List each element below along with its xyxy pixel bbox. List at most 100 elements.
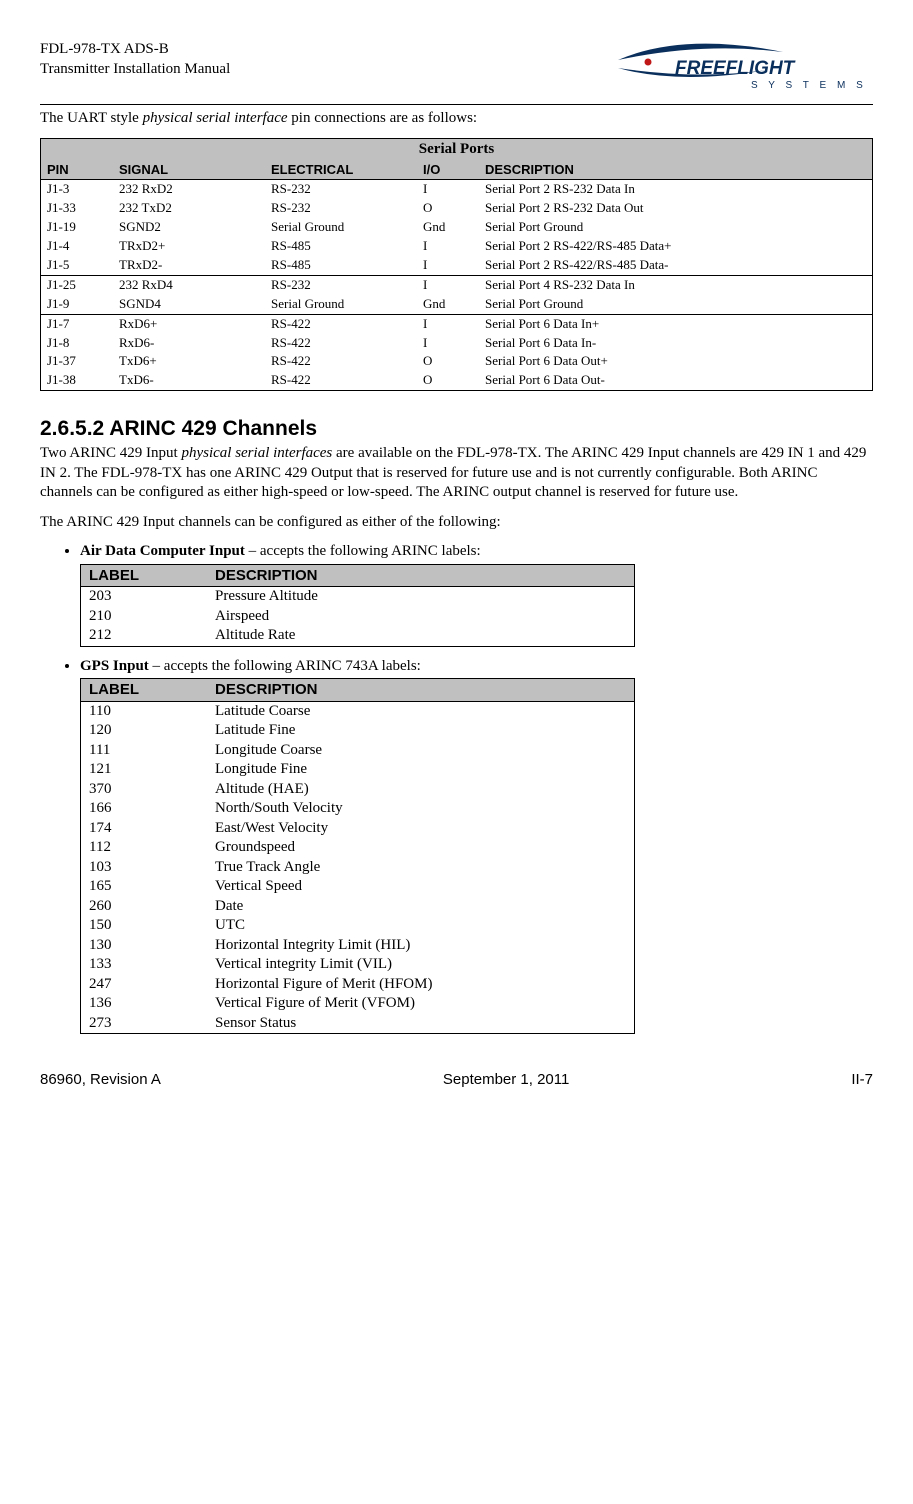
table-row: J1-3232 RxD2RS-232ISerial Port 2 RS-232 … xyxy=(41,180,873,199)
cell-description: Longitude Fine xyxy=(207,760,635,780)
cell-label: 133 xyxy=(81,955,208,975)
cell: J1-25 xyxy=(41,275,114,294)
footer-left: 86960, Revision A xyxy=(40,1070,161,1090)
cell: J1-33 xyxy=(41,199,114,218)
cell-label: 370 xyxy=(81,780,208,800)
table-row: 112Groundspeed xyxy=(81,838,635,858)
cell: O xyxy=(417,352,479,371)
cell-label: 110 xyxy=(81,701,208,721)
table-row: 165Vertical Speed xyxy=(81,877,635,897)
cell-description: Groundspeed xyxy=(207,838,635,858)
cell-label: 174 xyxy=(81,819,208,839)
table-row: J1-8RxD6-RS-422ISerial Port 6 Data In- xyxy=(41,334,873,353)
cell: 232 RxD2 xyxy=(113,180,265,199)
cell: RS-422 xyxy=(265,352,417,371)
footer-right: II-7 xyxy=(851,1070,873,1090)
table-row: 247Horizontal Figure of Merit (HFOM) xyxy=(81,975,635,995)
gps-lead: GPS Input – accepts the following ARINC … xyxy=(80,658,421,674)
cell: Serial Port Ground xyxy=(479,218,873,237)
cell-description: Date xyxy=(207,897,635,917)
cell: Serial Port 2 RS-232 Data In xyxy=(479,180,873,199)
cell: RS-485 xyxy=(265,237,417,256)
cell: I xyxy=(417,256,479,275)
cell: J1-9 xyxy=(41,295,114,314)
table-header-row: LABEL DESCRIPTION xyxy=(81,564,635,587)
cell-description: Latitude Coarse xyxy=(207,701,635,721)
section-title: ARINC 429 Channels xyxy=(109,417,317,440)
cell: Serial Port 2 RS-422/RS-485 Data- xyxy=(479,256,873,275)
cell-description: True Track Angle xyxy=(207,858,635,878)
table-row: 212Altitude Rate xyxy=(81,626,635,646)
table-header-row: PIN SIGNAL ELECTRICAL I/O DESCRIPTION xyxy=(41,161,873,180)
cell: I xyxy=(417,180,479,199)
cell-label: 121 xyxy=(81,760,208,780)
cell-label: 203 xyxy=(81,587,208,607)
table-row: 166North/South Velocity xyxy=(81,799,635,819)
section-para-1: Two ARINC 429 Input physical serial inte… xyxy=(40,444,873,503)
cell: TxD6+ xyxy=(113,352,265,371)
air-data-bold: Air Data Computer Input xyxy=(80,543,245,559)
table-row: J1-5TRxD2-RS-485ISerial Port 2 RS-422/RS… xyxy=(41,256,873,275)
cell: RS-232 xyxy=(265,180,417,199)
doc-title: Transmitter Installation Manual xyxy=(40,60,230,80)
cell: J1-5 xyxy=(41,256,114,275)
table-row: 130Horizontal Integrity Limit (HIL) xyxy=(81,936,635,956)
cell: Serial Port 2 RS-232 Data Out xyxy=(479,199,873,218)
cell-label: 150 xyxy=(81,916,208,936)
table-row: J1-7RxD6+RS-422ISerial Port 6 Data In+ xyxy=(41,314,873,333)
cell-description: Horizontal Integrity Limit (HIL) xyxy=(207,936,635,956)
cell-label: 247 xyxy=(81,975,208,995)
cell: TRxD2+ xyxy=(113,237,265,256)
gps-rest: – accepts the following ARINC 743A label… xyxy=(149,658,421,674)
cell: Serial Port 2 RS-422/RS-485 Data+ xyxy=(479,237,873,256)
cell: Serial Port 6 Data In+ xyxy=(479,314,873,333)
logo-text-upper: FREEFLIGHT xyxy=(675,58,796,79)
table-row: J1-9SGND4Serial GroundGndSerial Port Gro… xyxy=(41,295,873,314)
table-row: 260Date xyxy=(81,897,635,917)
cell: Serial Port 6 Data Out- xyxy=(479,371,873,390)
table-row: 210Airspeed xyxy=(81,607,635,627)
cell-description: Vertical Speed xyxy=(207,877,635,897)
table-row: 121Longitude Fine xyxy=(81,760,635,780)
serial-ports-table: Serial Ports PIN SIGNAL ELECTRICAL I/O D… xyxy=(40,138,873,391)
col-label: LABEL xyxy=(81,564,208,587)
cell: 232 TxD2 xyxy=(113,199,265,218)
cell-description: Latitude Fine xyxy=(207,721,635,741)
footer-center: September 1, 2011 xyxy=(443,1070,569,1090)
cell-description: Horizontal Figure of Merit (HFOM) xyxy=(207,975,635,995)
cell: 232 RxD4 xyxy=(113,275,265,294)
cell: TRxD2- xyxy=(113,256,265,275)
table-row: J1-38TxD6-RS-422OSerial Port 6 Data Out- xyxy=(41,371,873,390)
cell: J1-38 xyxy=(41,371,114,390)
table-row: J1-25232 RxD4RS-232ISerial Port 4 RS-232… xyxy=(41,275,873,294)
table-row: J1-37TxD6+RS-422OSerial Port 6 Data Out+ xyxy=(41,352,873,371)
col-pin: PIN xyxy=(41,161,114,180)
cell-label: 165 xyxy=(81,877,208,897)
cell-label: 130 xyxy=(81,936,208,956)
col-electrical: ELECTRICAL xyxy=(265,161,417,180)
table-row: 120Latitude Fine xyxy=(81,721,635,741)
col-signal: SIGNAL xyxy=(113,161,265,180)
serial-ports-title: Serial Ports xyxy=(41,139,873,161)
cell: J1-19 xyxy=(41,218,114,237)
cell: O xyxy=(417,371,479,390)
table-row: J1-19SGND2Serial GroundGndSerial Port Gr… xyxy=(41,218,873,237)
cell: RS-232 xyxy=(265,275,417,294)
cell-description: East/West Velocity xyxy=(207,819,635,839)
cell-label: 212 xyxy=(81,626,208,646)
cell-description: Sensor Status xyxy=(207,1014,635,1034)
cell: Serial Port Ground xyxy=(479,295,873,314)
cell: RS-422 xyxy=(265,334,417,353)
cell: Serial Ground xyxy=(265,295,417,314)
table-row: 370Altitude (HAE) xyxy=(81,780,635,800)
header-divider xyxy=(40,104,873,105)
cell: I xyxy=(417,237,479,256)
cell-description: Pressure Altitude xyxy=(207,587,635,607)
list-item: Air Data Computer Input – accepts the fo… xyxy=(80,542,873,647)
cell: J1-3 xyxy=(41,180,114,199)
list-item: GPS Input – accepts the following ARINC … xyxy=(80,657,873,1035)
section-number: 2.6.5.2 xyxy=(40,417,104,440)
col-label: LABEL xyxy=(81,679,208,702)
air-data-table: LABEL DESCRIPTION 203Pressure Altitude21… xyxy=(80,564,635,647)
page-footer: 86960, Revision A September 1, 2011 II-7 xyxy=(40,1070,873,1090)
